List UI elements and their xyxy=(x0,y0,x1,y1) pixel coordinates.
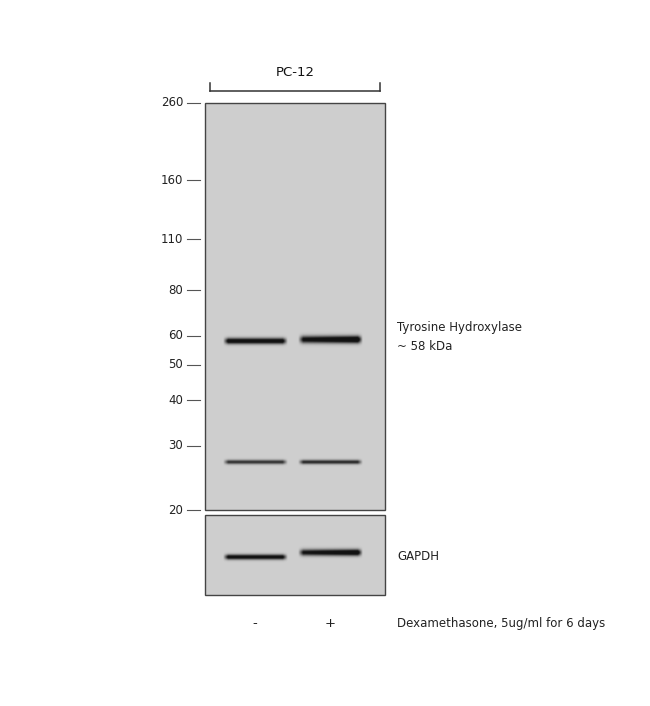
Text: 30: 30 xyxy=(168,439,183,452)
Text: Tyrosine Hydroxylase
~ 58 kDa: Tyrosine Hydroxylase ~ 58 kDa xyxy=(397,321,522,353)
Text: 110: 110 xyxy=(161,233,183,246)
Text: 20: 20 xyxy=(168,503,183,517)
Text: 80: 80 xyxy=(168,284,183,297)
Bar xyxy=(205,515,385,595)
Text: PC-12: PC-12 xyxy=(276,66,315,79)
Text: +: + xyxy=(324,617,335,630)
Text: Dexamethasone, 5ug/ml for 6 days: Dexamethasone, 5ug/ml for 6 days xyxy=(397,617,605,630)
Text: 160: 160 xyxy=(161,174,183,186)
Bar xyxy=(205,103,385,510)
Text: 50: 50 xyxy=(168,358,183,371)
Text: 260: 260 xyxy=(161,97,183,109)
Text: 40: 40 xyxy=(168,393,183,407)
Text: -: - xyxy=(253,617,257,630)
Text: 60: 60 xyxy=(168,329,183,342)
Text: GAPDH: GAPDH xyxy=(397,550,439,563)
